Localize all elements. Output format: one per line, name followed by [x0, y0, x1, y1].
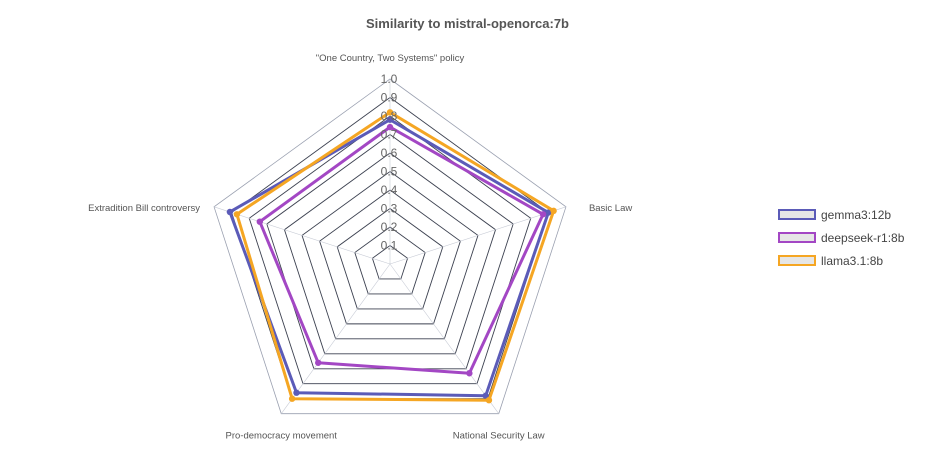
data-point[interactable]: [256, 218, 264, 225]
data-point[interactable]: [233, 211, 241, 218]
grid-ring: [248, 115, 532, 385]
legend-item-deepseek[interactable]: deepseek-r1:8b: [778, 229, 904, 246]
axis-label: Basic Law: [589, 203, 632, 214]
data-point[interactable]: [545, 209, 552, 216]
grid-ring: [319, 189, 461, 325]
axis-label: Extradition Bill controversy: [88, 203, 200, 214]
tick-label: 0.5: [381, 165, 398, 179]
axis-labels: "One Country, Two Systems" policy Basic L…: [88, 53, 632, 442]
tick-label: 0.4: [381, 183, 398, 197]
data-point[interactable]: [288, 395, 296, 402]
grid-spoke: [213, 206, 391, 265]
grid-ring: [371, 244, 409, 280]
grid-ring: [336, 207, 444, 310]
data-point[interactable]: [466, 370, 473, 377]
series-line: [235, 110, 556, 402]
radial-tick-labels: 0.1 0.2 0.3 0.4 0.5 0.6 0.7 0.8 0.9 1.0: [381, 72, 398, 253]
tick-label: 0.9: [381, 91, 398, 105]
data-point[interactable]: [386, 116, 394, 123]
tick-label: 0.7: [381, 128, 398, 142]
legend-swatch-gemma3: [778, 209, 816, 220]
legend-swatch-deepseek: [778, 232, 816, 243]
axis-label: National Security Law: [453, 431, 545, 442]
grid-spoke: [281, 263, 391, 414]
data-point[interactable]: [293, 389, 300, 396]
data-point[interactable]: [315, 359, 322, 366]
axis-label: Pro-democracy movement: [226, 431, 338, 442]
data-point[interactable]: [550, 207, 557, 215]
tick-label: 0.3: [381, 202, 398, 216]
series-gemma3:12b: [226, 116, 552, 399]
radar-series: [226, 109, 557, 404]
legend-swatch-llama: [778, 255, 816, 266]
tick-label: 0.8: [381, 109, 398, 123]
legend-item-gemma3[interactable]: gemma3:12b: [778, 206, 904, 223]
series-deepseek-r1:8b: [256, 123, 547, 377]
series-line: [228, 118, 550, 398]
data-point[interactable]: [485, 396, 493, 404]
data-point[interactable]: [386, 109, 394, 116]
chart-title: Similarity to mistral-openorca:7b: [366, 16, 569, 31]
grid-ring: [213, 78, 567, 415]
data-point[interactable]: [482, 392, 489, 399]
tick-label: 0.6: [381, 146, 398, 160]
legend-label-gemma3: gemma3:12b: [821, 207, 892, 222]
grid-spoke: [389, 263, 499, 414]
grid-spoke: [389, 206, 567, 265]
tick-label: 1.0: [381, 72, 398, 86]
legend-label-llama: llama3.1:8b: [821, 253, 884, 268]
axis-label: "One Country, Two Systems" policy: [316, 53, 465, 64]
series-line: [258, 125, 545, 375]
legend-item-llama[interactable]: llama3.1:8b: [778, 252, 904, 269]
tick-label: 0.2: [381, 220, 398, 234]
data-point[interactable]: [226, 208, 234, 216]
data-point[interactable]: [386, 123, 394, 131]
data-point[interactable]: [539, 211, 547, 218]
legend-label-deepseek: deepseek-r1:8b: [821, 230, 905, 245]
grid-ring: [301, 170, 479, 340]
tick-label: 0.1: [381, 239, 398, 253]
legend: gemma3:12b deepseek-r1:8b llama3.1:8b: [778, 206, 904, 275]
grid-ring: [283, 152, 497, 355]
series-llama3.1:8b: [233, 109, 557, 404]
grid-ring: [354, 226, 426, 295]
